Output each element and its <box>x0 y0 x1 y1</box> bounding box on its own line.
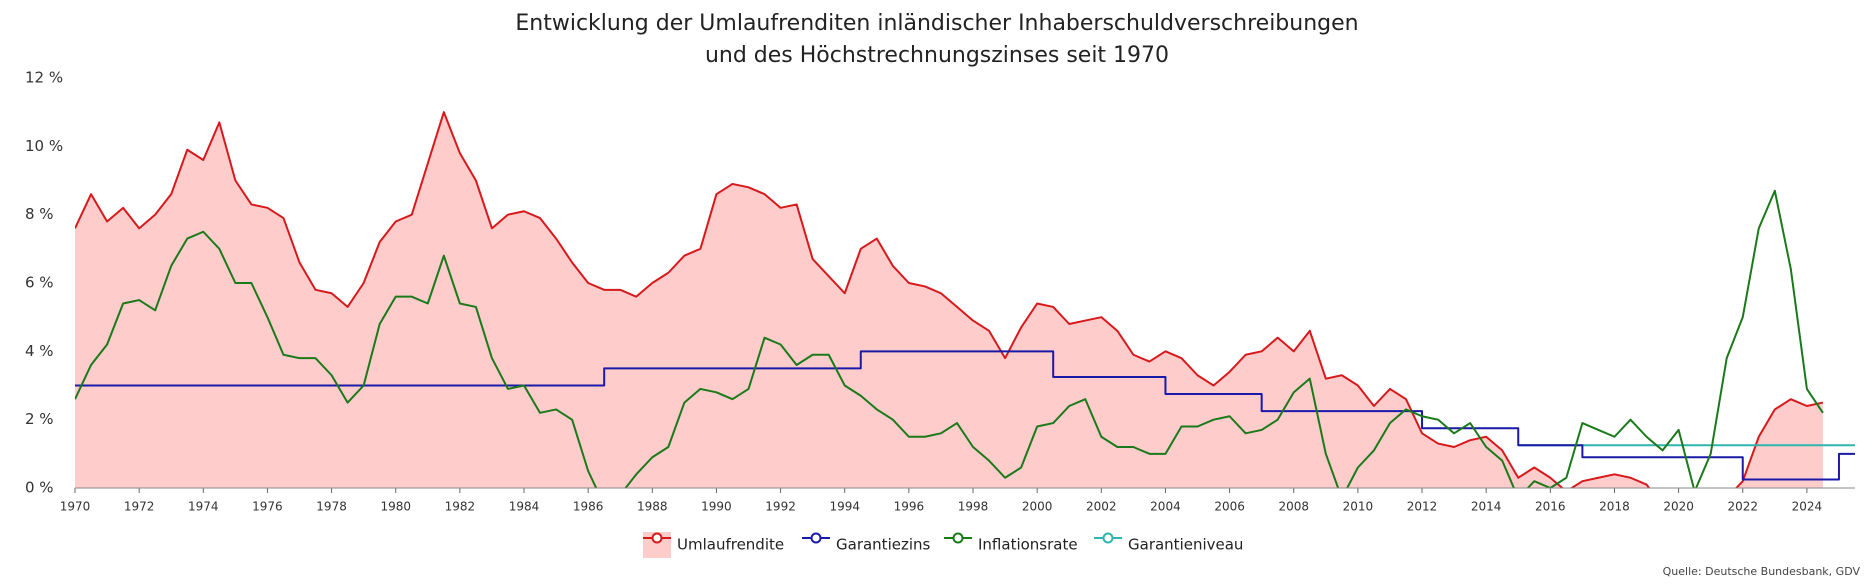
x-tick-label: 1996 <box>894 500 925 514</box>
legend-marker <box>1102 532 1114 544</box>
legend-label: Umlaufrendite <box>677 536 784 554</box>
x-tick-label: 2012 <box>1407 500 1438 514</box>
x-tick-label: 1982 <box>445 500 476 514</box>
source: Quelle: Deutsche Bundesbank, GDV <box>1663 565 1861 578</box>
legend-marker <box>810 532 822 544</box>
x-tick-label: 1998 <box>958 500 989 514</box>
x-tick-label: 2010 <box>1343 500 1374 514</box>
legend-marker <box>651 532 663 544</box>
y-tick-label: 4 % <box>25 342 54 360</box>
chart-title: Entwicklung der Umlaufrenditen inländisc… <box>515 11 1358 36</box>
x-tick-label: 1992 <box>765 500 796 514</box>
y-tick-label: 8 % <box>25 205 54 223</box>
x-tick-label: 2016 <box>1535 500 1566 514</box>
x-tick-label: 1978 <box>316 500 347 514</box>
x-tick-label: 1986 <box>573 500 604 514</box>
y-tick-label: 6 % <box>25 274 54 292</box>
legend-marker <box>952 532 964 544</box>
legend-label: Garantiezins <box>836 536 931 554</box>
x-tick-label: 2006 <box>1214 500 1245 514</box>
x-tick-label: 2008 <box>1278 500 1309 514</box>
y-tick-label: 2 % <box>25 410 54 428</box>
x-tick-label: 1980 <box>380 500 411 514</box>
legend-label: Garantieniveau <box>1128 536 1243 554</box>
x-tick-label: 1972 <box>124 500 155 514</box>
x-tick-label: 2004 <box>1150 500 1181 514</box>
x-tick-label: 1974 <box>188 500 219 514</box>
y-tick-label: 0 % <box>25 479 54 497</box>
x-tick-label: 2018 <box>1599 500 1630 514</box>
x-tick-label: 1988 <box>637 500 668 514</box>
y-tick-label: 12 % <box>25 69 63 87</box>
x-tick-label: 2002 <box>1086 500 1117 514</box>
line <box>75 189 1824 488</box>
x-tick-label: 1970 <box>60 500 91 514</box>
x-tick-label: 2020 <box>1663 500 1694 514</box>
x-tick-label: 2024 <box>1792 500 1823 514</box>
x-tick-label: 1976 <box>252 500 283 514</box>
legend-label: Inflationsrate <box>978 536 1078 554</box>
x-tick-label: 2014 <box>1471 500 1502 514</box>
x-tick-label: 1990 <box>701 500 732 514</box>
y-tick-label: 10 % <box>25 137 63 155</box>
plot-area <box>75 111 1855 488</box>
x-tick-label: 2000 <box>1022 500 1053 514</box>
x-tick-label: 2022 <box>1727 500 1758 514</box>
x-tick-label: 1984 <box>509 500 540 514</box>
line <box>75 111 1824 488</box>
chart-title: und des Höchstrechnungszinses seit 1970 <box>705 43 1169 68</box>
x-tick-label: 1994 <box>829 500 860 514</box>
line <box>75 350 1855 481</box>
